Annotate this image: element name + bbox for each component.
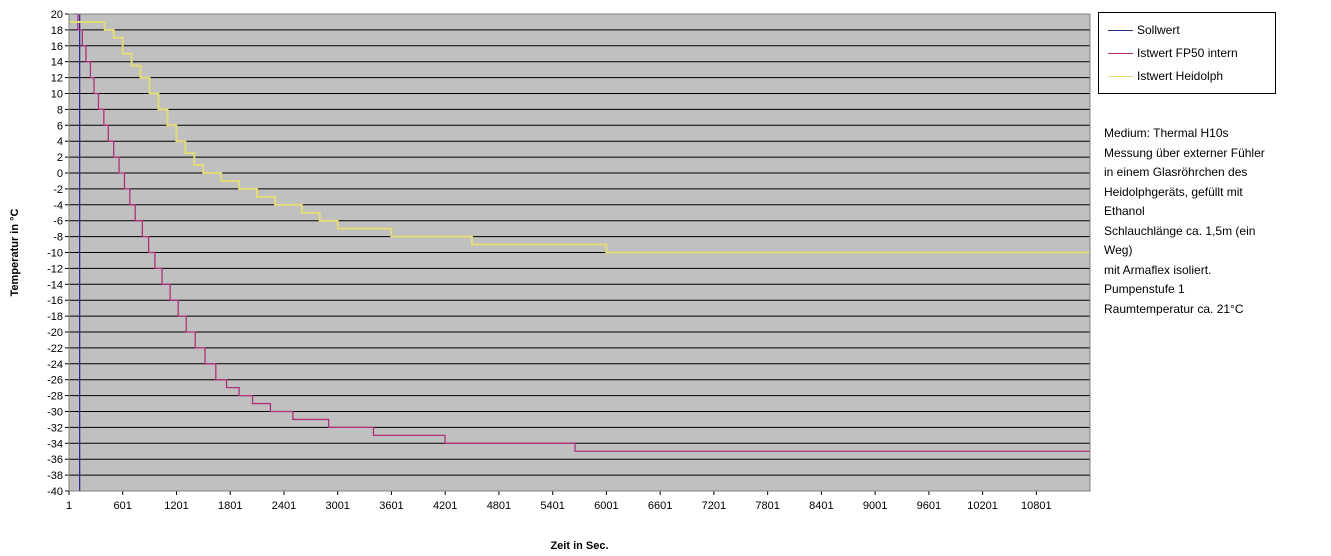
gridlines	[65, 13, 1090, 495]
x-tick-label: 5401	[540, 500, 564, 512]
x-tick-label: 1801	[218, 500, 242, 512]
y-tick-label: -34	[47, 438, 63, 450]
legend: Sollwert Istwert FP50 intern Istwert Hei…	[1098, 12, 1276, 94]
x-tick-label: 2401	[272, 500, 296, 512]
y-tick-label: -32	[47, 422, 63, 434]
x-tick-label: 3001	[325, 500, 349, 512]
legend-label: Istwert FP50 intern	[1137, 46, 1238, 60]
x-tick-label: 3601	[379, 500, 403, 512]
y-axis-title: Temperatur in °C	[9, 208, 21, 296]
y-tick-label: 18	[51, 25, 63, 37]
y-tick-label: -10	[47, 248, 63, 260]
note-line: Medium: Thermal H10s	[1104, 126, 1229, 140]
series-line-istwert-heidolph	[69, 20, 1090, 254]
x-tick-label: 10201	[967, 500, 998, 512]
legend-label: Istwert Heidolph	[1137, 69, 1224, 83]
y-tick-label: 20	[51, 9, 63, 21]
note-line: Messung über externer Fühler	[1104, 145, 1265, 160]
y-tick-label: 6	[57, 120, 63, 132]
legend-swatch	[1108, 75, 1133, 77]
y-tick-label: -20	[47, 327, 63, 339]
x-tick-label: 10801	[1021, 500, 1052, 512]
x-tick-label: 4801	[487, 500, 511, 512]
x-tick-label: 1	[66, 500, 72, 512]
y-tick-label: 10	[51, 89, 63, 101]
legend-item-istwert-fp50: Istwert FP50 intern	[1108, 44, 1238, 62]
y-tick-label: -14	[47, 279, 63, 291]
y-tick-label: -28	[47, 391, 63, 403]
y-tick-labels: 20181614121086420-2-4-6-8-10-12-14-16-18…	[47, 9, 63, 498]
y-tick-label: 14	[51, 57, 63, 69]
y-tick-label: 2	[57, 152, 63, 164]
series-line-istwert-fp50-intern	[74, 13, 1090, 452]
axes	[68, 13, 1091, 492]
note-line: mit Armaflex isoliert.	[1104, 262, 1212, 277]
series-lines	[69, 13, 1090, 491]
legend-item-sollwert: Sollwert	[1108, 21, 1180, 39]
y-tick-label: -4	[53, 200, 63, 212]
y-tick-label: -26	[47, 375, 63, 387]
x-tick-label: 601	[114, 500, 132, 512]
x-tick-label: 7201	[702, 500, 726, 512]
note-line: Ethanol	[1104, 204, 1145, 218]
y-tick-label: -24	[47, 359, 63, 371]
x-axis-title: Zeit in Sec.	[550, 540, 608, 552]
x-tick-label: 6001	[594, 500, 618, 512]
y-tick-label: -38	[47, 470, 63, 482]
y-tick-label: -30	[47, 407, 63, 419]
x-tick-label: 9601	[917, 500, 941, 512]
x-tick-label: 8401	[809, 500, 833, 512]
y-tick-label: -2	[53, 184, 63, 196]
y-tick-label: -8	[53, 232, 63, 244]
y-tick-label: -36	[47, 454, 63, 466]
legend-item-istwert-heidolph: Istwert Heidolph	[1108, 67, 1223, 85]
y-tick-label: 16	[51, 41, 63, 53]
x-tick-label: 1201	[164, 500, 188, 512]
plot-border	[68, 13, 1091, 492]
x-tick-label: 9001	[863, 500, 887, 512]
legend-label: Sollwert	[1137, 23, 1180, 37]
note-line: Weg)	[1104, 243, 1133, 257]
note-line: in einem Glasröhrchen des	[1104, 165, 1248, 179]
y-tick-label: -12	[47, 263, 63, 275]
y-tick-label: 0	[57, 168, 63, 180]
y-tick-label: -18	[47, 311, 63, 323]
y-tick-label: -6	[53, 216, 63, 228]
x-tick-label: 4201	[433, 500, 457, 512]
y-tick-label: -40	[47, 486, 63, 498]
note-line: Pumpenstufe 1	[1104, 282, 1185, 296]
x-tick-label: 6601	[648, 500, 672, 512]
x-tick-label: 7801	[755, 500, 779, 512]
note-line: Schlauchlänge ca. 1,5m (ein	[1104, 223, 1256, 238]
note-line: Raumtemperatur ca. 21°C	[1104, 301, 1244, 316]
y-tick-label: -16	[47, 295, 63, 307]
legend-swatch	[1108, 52, 1133, 54]
note-line: Heidolphgeräts, gefüllt mit	[1104, 184, 1243, 199]
measurement-notes: Medium: Thermal H10s Messung über extern…	[1104, 124, 1326, 319]
y-tick-label: 4	[57, 136, 63, 148]
y-tick-label: 8	[57, 104, 63, 116]
legend-swatch	[1108, 29, 1133, 31]
x-tick-labels: 1 601 1201 1801 2401 3001 3601 4201 4801 5401 6001…	[66, 500, 1052, 512]
y-tick-label: 12	[51, 73, 63, 85]
y-tick-label: -22	[47, 343, 63, 355]
